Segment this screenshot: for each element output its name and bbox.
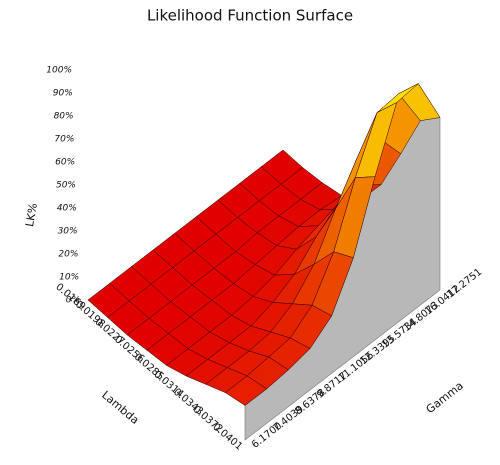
surface-cell [224, 375, 268, 406]
z-tick-label: 60% [55, 158, 75, 168]
z-tick-label: 10% [59, 273, 79, 283]
y-tick-label: 17.2751 [445, 267, 484, 301]
z-tick-label: 100% [46, 66, 72, 76]
z-tick-label: 50% [56, 181, 76, 191]
z-tick-label: 40% [57, 204, 77, 214]
x-axis-title: Lambda [99, 388, 141, 426]
z-tick-label: 80% [54, 112, 74, 122]
x-tick-label: 0.0401 [210, 422, 244, 453]
y-axis-title: Gamma [424, 379, 466, 416]
z-axis-title: LK% [23, 202, 40, 228]
z-tick-label: 90% [53, 89, 73, 99]
chart-title: Likelihood Function Surface [147, 7, 353, 25]
z-tick-label: 0% [66, 296, 80, 306]
z-tick-label: 30% [58, 227, 78, 237]
z-tick-label: 20% [58, 250, 78, 260]
z-tick-label: 70% [54, 135, 74, 145]
